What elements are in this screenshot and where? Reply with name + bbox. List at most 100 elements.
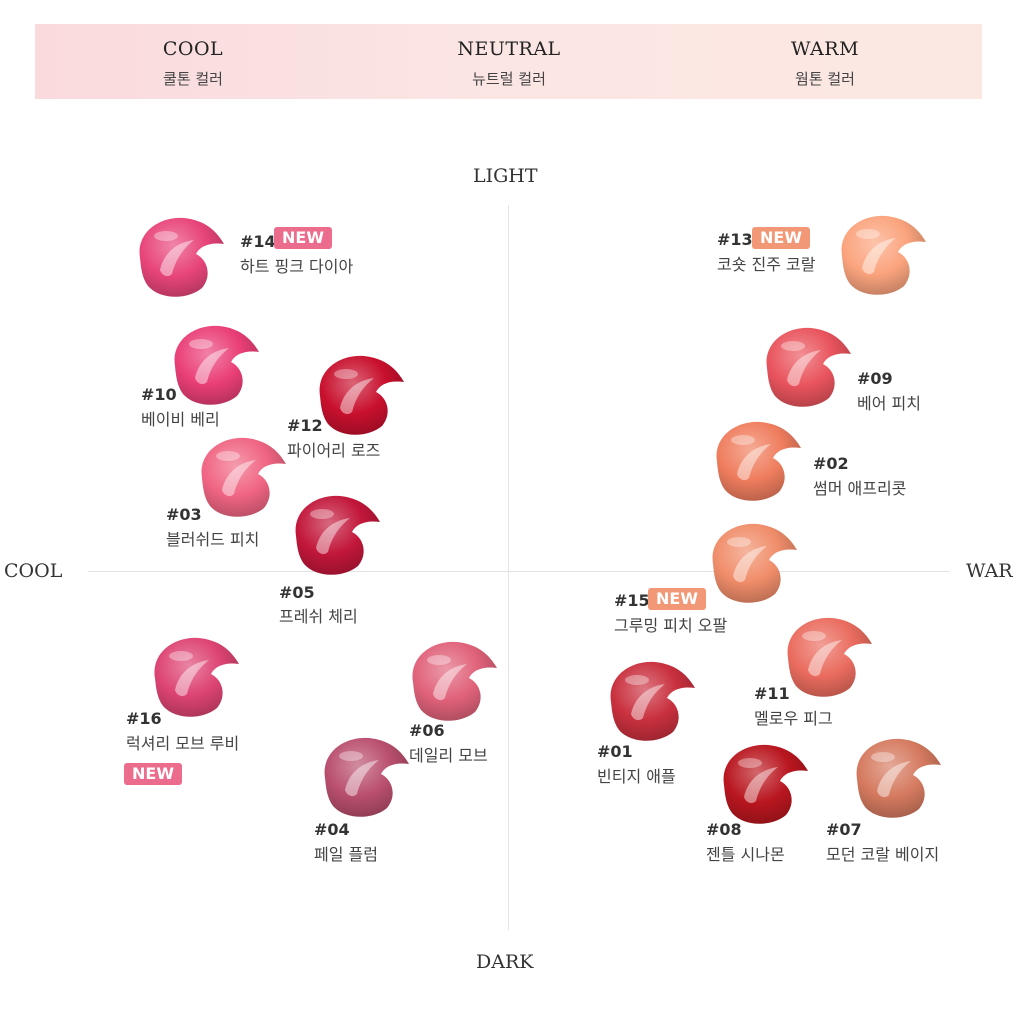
lip-swatch-06 <box>412 641 497 721</box>
lip-swatch-blob <box>712 523 797 603</box>
shade-name: 베이비 베리 <box>141 410 220 429</box>
lip-swatch-blob <box>787 617 872 697</box>
lip-swatch-13 <box>841 215 926 295</box>
shade-number: #10 <box>141 385 177 404</box>
shade-name: 프레쉬 체리 <box>279 607 358 626</box>
lip-swatch-shine <box>154 231 178 241</box>
axis-label-cool: COOL <box>4 560 63 582</box>
lip-swatch-14 <box>139 217 224 297</box>
shade-number: #04 <box>314 820 350 839</box>
lip-swatch-blob <box>324 737 409 817</box>
lip-swatch-07 <box>856 738 941 818</box>
shade-number: #09 <box>857 369 893 388</box>
shade-name: 그루밍 피치 오팔 <box>614 616 728 635</box>
band-cool: COOL 쿨톤 컬러 <box>35 24 351 99</box>
band-subtitle: 웜톤 컬러 <box>795 70 855 88</box>
lip-swatch-12 <box>319 355 404 435</box>
shade-number: #12 <box>287 416 323 435</box>
vertical-axis-line <box>508 205 509 930</box>
shade-name: 빈티지 애플 <box>597 767 676 786</box>
lip-swatch-shine <box>856 229 880 239</box>
shade-name: 블러쉬드 피치 <box>166 530 260 549</box>
lip-swatch-gloss <box>877 761 911 798</box>
lip-swatch-03 <box>201 437 286 517</box>
lip-swatch-blob <box>319 355 404 435</box>
lip-swatch-gloss <box>340 378 374 415</box>
shade-number: #02 <box>813 454 849 473</box>
axis-label-warm: WAR <box>966 560 1013 582</box>
new-badge: NEW <box>124 763 182 785</box>
lip-swatch-gloss <box>862 238 896 275</box>
lip-swatch-01 <box>610 661 695 741</box>
band-subtitle: 뉴트럴 컬러 <box>472 70 546 88</box>
lip-swatch-09 <box>766 327 851 407</box>
lip-swatch-blob <box>174 325 259 405</box>
shade-name: 파이어리 로즈 <box>287 441 381 460</box>
band-title: COOL <box>162 38 224 60</box>
lip-swatch-shine <box>339 751 363 761</box>
lip-swatch-gloss <box>744 767 778 804</box>
shade-number: #07 <box>826 820 862 839</box>
new-badge: NEW <box>752 227 810 249</box>
lip-swatch-blob <box>610 661 695 741</box>
lip-swatch-blob <box>139 217 224 297</box>
lip-swatch-gloss <box>345 760 379 797</box>
shade-number: #13 <box>717 230 753 249</box>
shade-name: 젠틀 시나몬 <box>706 845 785 864</box>
band-title: WARM <box>790 38 860 60</box>
band-warm: WARM 웜톤 컬러 <box>667 24 983 99</box>
lip-swatch-shine <box>802 631 826 641</box>
lip-swatch-shine <box>310 509 334 519</box>
shade-number: #15 <box>614 591 650 610</box>
shade-number: #14 <box>240 232 276 251</box>
shade-name: 코숏 진주 코랄 <box>717 255 816 274</box>
lip-swatch-02 <box>716 421 801 501</box>
lip-swatch-blob <box>154 637 239 717</box>
shade-name: 베어 피치 <box>857 394 921 413</box>
band-subtitle: 쿨톤 컬러 <box>163 70 223 88</box>
lip-swatch-blob <box>723 744 808 824</box>
lip-swatch-gloss <box>222 460 256 497</box>
shade-name: 멜로우 피그 <box>754 709 833 728</box>
lip-swatch-15 <box>712 523 797 603</box>
shade-name: 하트 핑크 다이아 <box>240 257 354 276</box>
new-badge: NEW <box>648 588 706 610</box>
lip-swatch-shine <box>781 341 805 351</box>
lip-swatch-gloss <box>787 350 821 387</box>
shade-name: 페일 플럼 <box>314 845 378 864</box>
lip-swatch-gloss <box>160 240 194 277</box>
lip-swatch-shine <box>334 369 358 379</box>
lip-swatch-blob <box>856 738 941 818</box>
shade-name: 썸머 애프리콧 <box>813 479 907 498</box>
lip-swatch-gloss <box>733 546 767 583</box>
lip-swatch-08 <box>723 744 808 824</box>
shade-number: #05 <box>279 583 315 602</box>
lip-swatch-shine <box>871 752 895 762</box>
lip-swatch-gloss <box>808 640 842 677</box>
shade-number: #01 <box>597 742 633 761</box>
lip-swatch-shine <box>216 451 240 461</box>
lip-swatch-blob <box>412 641 497 721</box>
shade-number: #16 <box>126 709 162 728</box>
lip-swatch-10 <box>174 325 259 405</box>
axis-label-dark: DARK <box>476 951 534 973</box>
shade-number: #11 <box>754 684 790 703</box>
lip-swatch-shine <box>427 655 451 665</box>
lip-swatch-blob <box>716 421 801 501</box>
lip-swatch-04 <box>324 737 409 817</box>
shade-number: #08 <box>706 820 742 839</box>
lip-swatch-shine <box>189 339 213 349</box>
lip-swatch-gloss <box>631 684 665 721</box>
lip-swatch-gloss <box>195 348 229 385</box>
lip-swatch-16 <box>154 637 239 717</box>
lip-swatch-11 <box>787 617 872 697</box>
shade-number: #03 <box>166 505 202 524</box>
shade-name: 데일리 모브 <box>409 746 488 765</box>
band-neutral: NEUTRAL 뉴트럴 컬러 <box>351 24 667 99</box>
horizontal-axis-line <box>88 571 950 572</box>
shade-name: 모던 코랄 베이지 <box>826 845 940 864</box>
lip-swatch-blob <box>201 437 286 517</box>
axis-label-light: LIGHT <box>473 165 538 187</box>
tone-header-banner: COOL 쿨톤 컬러 NEUTRAL 뉴트럴 컬러 WARM 웜톤 컬러 <box>35 24 982 99</box>
lip-swatch-gloss <box>433 664 467 701</box>
